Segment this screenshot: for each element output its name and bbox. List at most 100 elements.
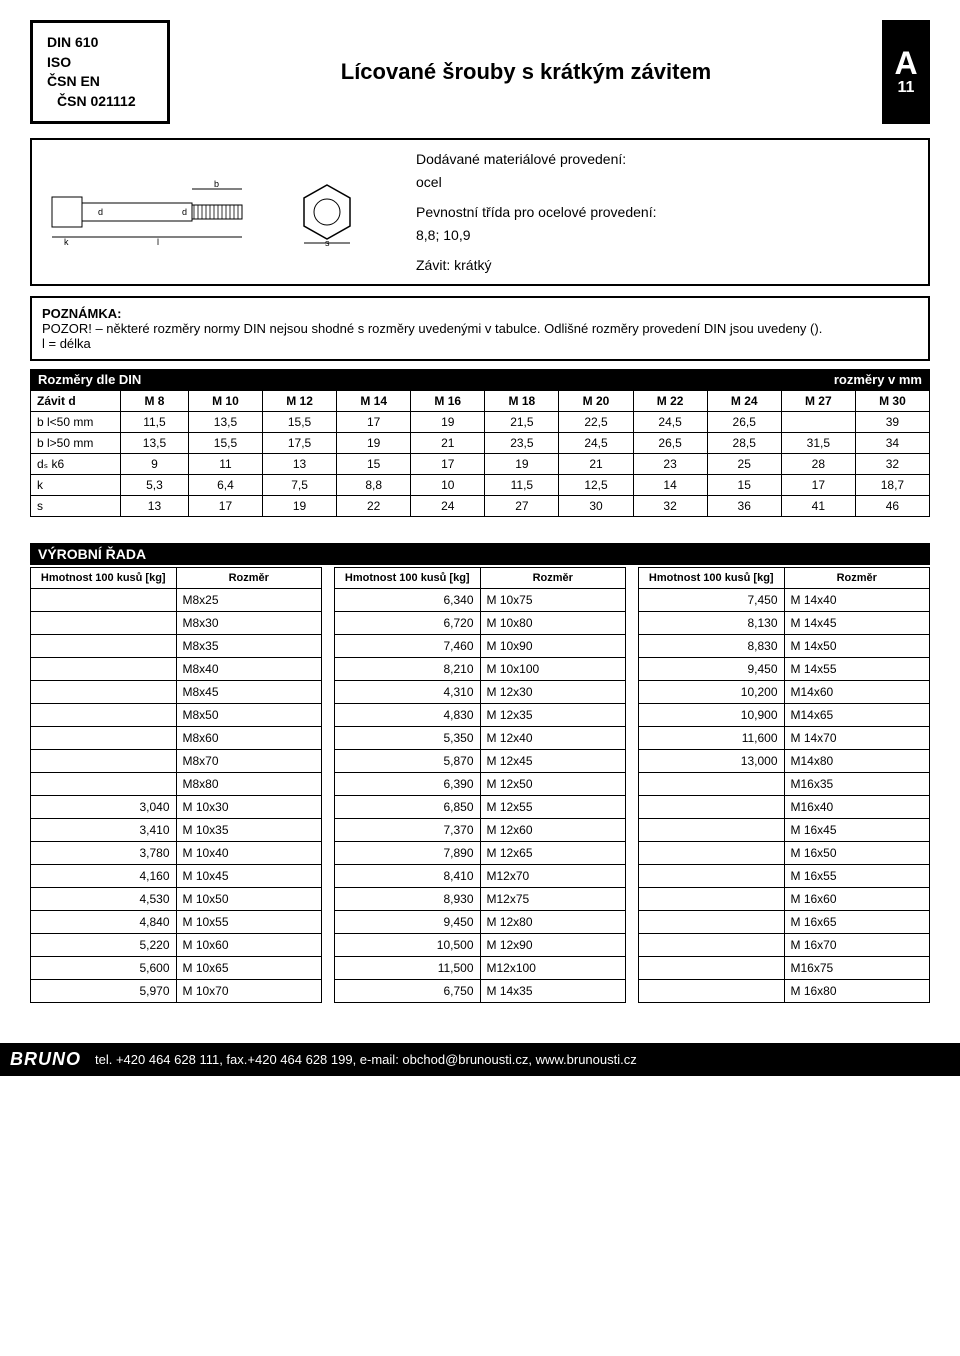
product-size: M 12x45: [480, 750, 626, 773]
strength-label: Pevnostní třída pro ocelové provedení:: [416, 201, 918, 223]
product-size: M 12x60: [480, 819, 626, 842]
product-weight: [639, 865, 785, 888]
col-size: Rozměr: [784, 568, 930, 589]
note-body: POZOR! – některé rozměry normy DIN nejso…: [42, 321, 918, 336]
product-size: M 10x60: [176, 934, 322, 957]
dims-cell: 17: [337, 412, 411, 433]
dims-cell: 30: [559, 496, 633, 517]
product-weight: 8,410: [335, 865, 481, 888]
product-weight: 3,410: [31, 819, 177, 842]
product-weight: [31, 589, 177, 612]
page-title: Lícované šrouby s krátkým závitem: [341, 59, 712, 85]
product-weight: 10,900: [639, 704, 785, 727]
dims-cell: [781, 412, 855, 433]
note-length: l = délka: [42, 336, 918, 351]
dims-header-cell: M 18: [485, 391, 559, 412]
dims-cell: 11,5: [485, 475, 559, 496]
product-weight: [639, 980, 785, 1003]
product-row: M8x30: [31, 612, 322, 635]
product-row: M 16x60: [639, 888, 930, 911]
dims-cell: 21: [411, 433, 485, 454]
product-size: M 14x70: [784, 727, 930, 750]
product-weight: 6,340: [335, 589, 481, 612]
product-weight: 4,530: [31, 888, 177, 911]
product-size: M16x40: [784, 796, 930, 819]
dims-cell: 13,5: [188, 412, 262, 433]
product-size: M 14x40: [784, 589, 930, 612]
dims-cell: 36: [707, 496, 781, 517]
product-weight: [31, 704, 177, 727]
product-table-2: Hmotnost 100 kusů [kg]Rozměr6,340M 10x75…: [334, 567, 626, 1003]
product-row: 3,410M 10x35: [31, 819, 322, 842]
product-size: M14x65: [784, 704, 930, 727]
product-weight: 6,720: [335, 612, 481, 635]
dims-cell: 11,5: [121, 412, 189, 433]
product-row: 8,410M12x70: [335, 865, 626, 888]
dims-header-cell: Závit d: [31, 391, 121, 412]
note-box: POZNÁMKA: POZOR! – některé rozměry normy…: [30, 296, 930, 361]
product-weight: 8,830: [639, 635, 785, 658]
product-row: 9,450M 12x80: [335, 911, 626, 934]
dims-header-cell: M 30: [855, 391, 929, 412]
product-size: M 14x50: [784, 635, 930, 658]
product-size: M 16x80: [784, 980, 930, 1003]
section-tab: A 11: [882, 20, 930, 124]
product-row: M8x60: [31, 727, 322, 750]
product-row: 4,840M 10x55: [31, 911, 322, 934]
tab-letter: A: [894, 47, 917, 79]
product-size: M8x50: [176, 704, 322, 727]
dims-cell: 22: [337, 496, 411, 517]
dims-row: b l<50 mm11,513,515,5171921,522,524,526,…: [31, 412, 930, 433]
std-csnen: ČSN EN: [47, 72, 153, 92]
product-size: M 14x45: [784, 612, 930, 635]
product-weight: 5,600: [31, 957, 177, 980]
product-row: 7,450M 14x40: [639, 589, 930, 612]
dims-bar-left: Rozměry dle DIN: [38, 372, 141, 387]
product-row: 11,600M 14x70: [639, 727, 930, 750]
product-size: M 10x70: [176, 980, 322, 1003]
dims-cell: 12,5: [559, 475, 633, 496]
product-weight: 4,840: [31, 911, 177, 934]
dims-cell: 24,5: [559, 433, 633, 454]
product-size: M 16x55: [784, 865, 930, 888]
dims-cell: 22,5: [559, 412, 633, 433]
svg-text:s: s: [325, 238, 330, 247]
product-row: M8x35: [31, 635, 322, 658]
product-weight: 5,970: [31, 980, 177, 1003]
thread-label: Závit: krátký: [416, 254, 918, 276]
product-size: M 16x70: [784, 934, 930, 957]
product-bar: VÝROBNÍ ŘADA: [30, 543, 930, 565]
strength-value: 8,8; 10,9: [416, 224, 918, 246]
dims-cell: 17: [411, 454, 485, 475]
product-weight: [31, 727, 177, 750]
product-row: M 16x80: [639, 980, 930, 1003]
dims-cell: 23: [633, 454, 707, 475]
footer-logo: BRUNO: [10, 1049, 81, 1070]
product-row: M8x25: [31, 589, 322, 612]
info-row: b l k d d s Dodávané materiálové provede…: [30, 138, 930, 286]
product-row: 5,970M 10x70: [31, 980, 322, 1003]
dims-cell: 7,5: [263, 475, 337, 496]
col-weight: Hmotnost 100 kusů [kg]: [335, 568, 481, 589]
product-row: 6,720M 10x80: [335, 612, 626, 635]
std-din: DIN 610: [47, 33, 153, 53]
product-row: M8x80: [31, 773, 322, 796]
product-size: M 10x55: [176, 911, 322, 934]
product-size: M8x60: [176, 727, 322, 750]
product-weight: [639, 934, 785, 957]
product-weight: 10,500: [335, 934, 481, 957]
dims-cell: 26,5: [707, 412, 781, 433]
product-weight: [639, 796, 785, 819]
dims-cell: 13: [263, 454, 337, 475]
product-row: 5,600M 10x65: [31, 957, 322, 980]
product-weight: 11,600: [639, 727, 785, 750]
product-weight: [31, 750, 177, 773]
dims-cell: 21: [559, 454, 633, 475]
product-size: M 14x55: [784, 658, 930, 681]
product-row: M8x50: [31, 704, 322, 727]
product-weight: 4,830: [335, 704, 481, 727]
material-value: ocel: [416, 171, 918, 193]
spec-box: Dodávané materiálové provedení: ocel Pev…: [416, 148, 918, 276]
product-weight: [639, 842, 785, 865]
product-weight: 5,350: [335, 727, 481, 750]
